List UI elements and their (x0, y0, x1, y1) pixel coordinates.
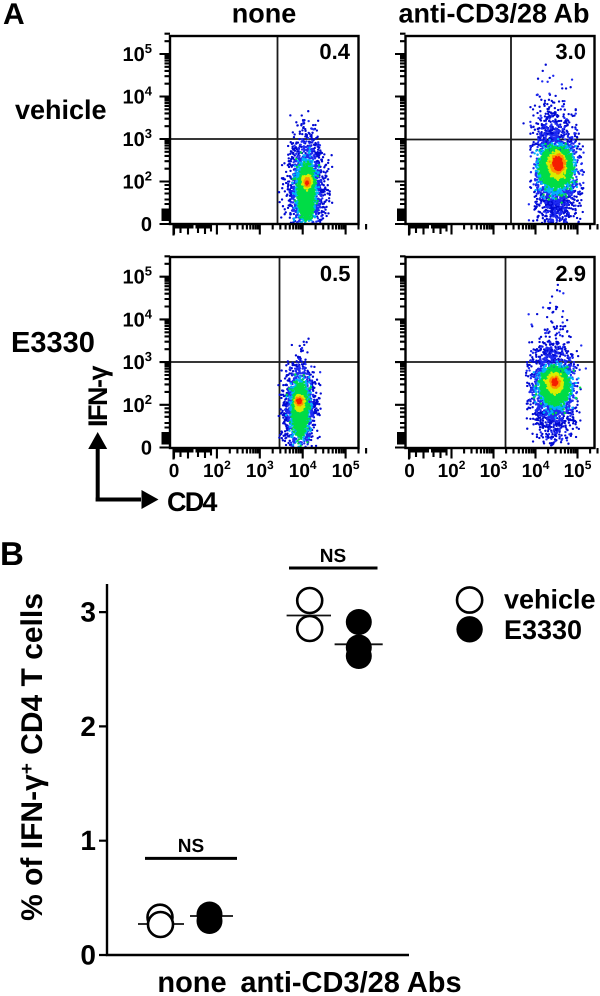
svg-text:vehicle: vehicle (15, 95, 107, 125)
svg-text:3.0: 3.0 (555, 39, 586, 64)
svg-text:102: 102 (123, 169, 152, 194)
svg-text:103: 103 (123, 349, 152, 374)
svg-text:104: 104 (289, 458, 317, 482)
svg-text:0.5: 0.5 (320, 261, 351, 286)
svg-text:NS: NS (320, 546, 346, 567)
svg-text:102: 102 (438, 458, 466, 482)
svg-text:104: 104 (123, 306, 153, 331)
svg-text:IFN-γ: IFN-γ (83, 366, 113, 427)
svg-text:105: 105 (332, 458, 360, 482)
svg-text:104: 104 (123, 84, 153, 109)
svg-text:2: 2 (80, 711, 96, 742)
svg-text:vehicle: vehicle (504, 585, 596, 615)
svg-text:none: none (157, 967, 226, 996)
svg-text:% of IFN-γ+ CD4 T cells: % of IFN-γ+ CD4 T cells (16, 593, 49, 921)
svg-text:2.9: 2.9 (555, 261, 586, 286)
svg-text:E3330: E3330 (504, 615, 582, 645)
svg-text:104: 104 (522, 458, 550, 482)
svg-text:105: 105 (123, 41, 152, 66)
svg-text:none: none (232, 0, 297, 29)
svg-text:0: 0 (169, 461, 180, 482)
svg-text:0: 0 (80, 940, 96, 971)
svg-text:anti-CD3/28 Abs: anti-CD3/28 Abs (240, 967, 461, 996)
svg-text:103: 103 (246, 458, 274, 482)
svg-text:1: 1 (80, 825, 96, 856)
svg-text:B: B (0, 535, 24, 572)
svg-text:0.4: 0.4 (319, 39, 350, 64)
svg-text:CD4: CD4 (167, 487, 217, 517)
svg-text:0: 0 (404, 461, 415, 482)
svg-text:A: A (3, 0, 25, 31)
svg-text:102: 102 (123, 392, 152, 417)
svg-text:102: 102 (203, 458, 231, 482)
svg-text:105: 105 (123, 264, 152, 289)
svg-text:0: 0 (141, 214, 152, 236)
svg-text:E3330: E3330 (11, 327, 95, 359)
svg-text:3: 3 (80, 597, 96, 628)
svg-text:NS: NS (178, 836, 204, 857)
svg-text:103: 103 (480, 458, 508, 482)
svg-text:anti-CD3/28 Ab: anti-CD3/28 Ab (398, 0, 589, 29)
svg-text:105: 105 (564, 458, 592, 482)
svg-text:103: 103 (123, 126, 152, 151)
svg-text:0: 0 (141, 438, 152, 460)
